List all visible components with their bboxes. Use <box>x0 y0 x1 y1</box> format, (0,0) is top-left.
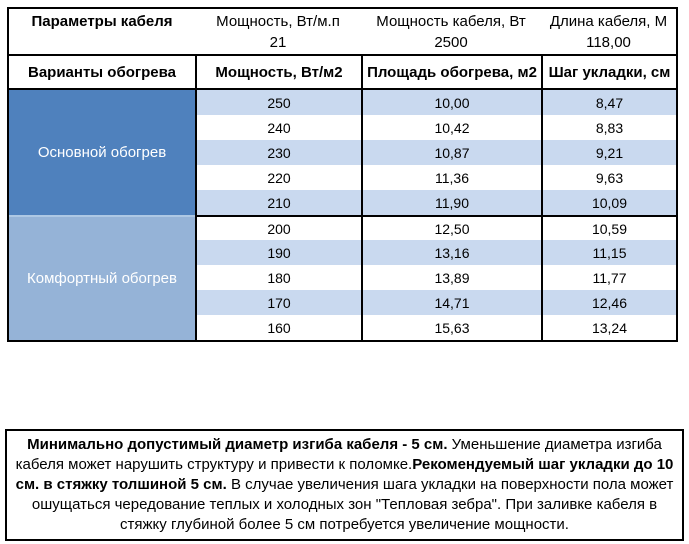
area-cell: 10,00 <box>361 90 541 115</box>
params-power-per-m-col: Мощность, Вт/м.п 21 <box>195 11 361 54</box>
data-rows: 250 10,00 8,47 240 10,42 8,83 230 10,87 … <box>195 90 676 340</box>
step-cell: 8,47 <box>541 90 676 115</box>
table-body: Основной обогрев Комфортный обогрев 250 … <box>9 90 676 340</box>
table-row: 240 10,42 8,83 <box>195 115 676 140</box>
cable-table: Параметры кабеля Мощность, Вт/м.п 21 Мощ… <box>7 7 678 342</box>
power-cell: 190 <box>195 240 361 265</box>
power-cell: 160 <box>195 315 361 340</box>
table-row: 170 14,71 12,46 <box>195 290 676 315</box>
area-cell: 13,89 <box>361 265 541 290</box>
power-cell: 220 <box>195 165 361 190</box>
table-row: 180 13,89 11,77 <box>195 265 676 290</box>
step-cell: 12,46 <box>541 290 676 315</box>
power-cell: 230 <box>195 140 361 165</box>
table-row: 230 10,87 9,21 <box>195 140 676 165</box>
note-box: Минимально допустимый диаметр изгиба каб… <box>5 429 684 541</box>
step-cell: 11,15 <box>541 240 676 265</box>
step-cell: 8,83 <box>541 115 676 140</box>
area-cell: 10,87 <box>361 140 541 165</box>
variants-column: Основной обогрев Комфортный обогрев <box>9 90 195 340</box>
table-header-row: Варианты обогрева Мощность, Вт/м2 Площад… <box>9 54 676 90</box>
power-per-m-label: Мощность, Вт/м.п <box>216 13 340 30</box>
area-cell: 12,50 <box>361 217 541 240</box>
power-cell: 180 <box>195 265 361 290</box>
step-cell: 9,21 <box>541 140 676 165</box>
cable-length-value: 118,00 <box>586 34 631 51</box>
power-cell: 170 <box>195 290 361 315</box>
cable-power-value: 2500 <box>434 34 468 51</box>
header-step: Шаг укладки, см <box>541 56 676 88</box>
step-cell: 10,09 <box>541 190 676 215</box>
area-cell: 14,71 <box>361 290 541 315</box>
power-cell: 240 <box>195 115 361 140</box>
params-block: Параметры кабеля Мощность, Вт/м.п 21 Мощ… <box>9 9 676 54</box>
step-cell: 13,24 <box>541 315 676 340</box>
area-cell: 11,90 <box>361 190 541 215</box>
params-cable-length-col: Длина кабеля, М 118,00 <box>541 11 676 54</box>
area-cell: 11,36 <box>361 165 541 190</box>
table-row: 200 12,50 10,59 <box>195 215 676 240</box>
power-cell: 210 <box>195 190 361 215</box>
params-cable-power-col: Мощность кабеля, Вт 2500 <box>361 11 541 54</box>
table-row: 250 10,00 8,47 <box>195 90 676 115</box>
power-cell: 200 <box>195 217 361 240</box>
power-cell: 250 <box>195 90 361 115</box>
header-area: Площадь обогрева, м2 <box>361 56 541 88</box>
note-text: Минимально допустимый диаметр изгиба каб… <box>15 436 674 533</box>
power-per-m-value: 21 <box>269 34 287 51</box>
params-title: Параметры кабеля <box>31 13 173 30</box>
table-row: 190 13,16 11,15 <box>195 240 676 265</box>
step-cell: 9,63 <box>541 165 676 190</box>
area-cell: 10,42 <box>361 115 541 140</box>
table-row: 210 11,90 10,09 <box>195 190 676 215</box>
table-row: 160 15,63 13,24 <box>195 315 676 340</box>
step-cell: 10,59 <box>541 217 676 240</box>
area-cell: 15,63 <box>361 315 541 340</box>
step-cell: 11,77 <box>541 265 676 290</box>
header-power: Мощность, Вт/м2 <box>195 56 361 88</box>
params-title-col: Параметры кабеля <box>9 11 195 54</box>
section-main-heating: Основной обогрев <box>9 90 195 215</box>
header-variants: Варианты обогрева <box>28 63 176 81</box>
cable-power-label: Мощность кабеля, Вт <box>376 13 526 30</box>
cable-length-label: Длина кабеля, М <box>549 13 668 30</box>
table-row: 220 11,36 9,63 <box>195 165 676 190</box>
section-comfort-heating: Комфортный обогрев <box>9 215 195 340</box>
area-cell: 13,16 <box>361 240 541 265</box>
